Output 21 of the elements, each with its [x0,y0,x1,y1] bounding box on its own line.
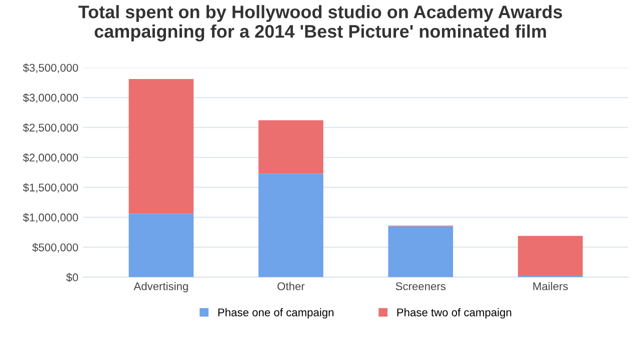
x-tick-label: Advertising [134,282,188,292]
bar [258,120,324,174]
y-tick-label: $2,500,000 [22,123,78,133]
y-tick-label: $0 [66,272,78,282]
y-tick-label: $3,000,000 [22,93,78,103]
legend-label: Phase one of campaign [218,308,334,319]
y-tick-label: $500,000 [32,243,78,253]
x-tick-label: Mailers [533,282,568,290]
bar [128,78,194,214]
legend-label: Phase two of campaign [397,308,512,319]
bar [388,226,454,278]
chart-title: Total spent on by Hollywood studio on Academy Awards campaigning for a 2014 'Best Picture' nominated film [78,5,562,42]
y-tick-label: $1,500,000 [22,183,78,193]
bar [258,174,324,278]
x-tick-label: Screeners [396,282,446,290]
bar [128,214,194,278]
y-tick-label: $2,000,000 [22,153,78,163]
bar [518,236,583,276]
y-tick-label: $3,500,000 [22,63,78,74]
x-tick-label: Other [278,282,305,290]
y-tick-label: $1,000,000 [22,213,78,223]
